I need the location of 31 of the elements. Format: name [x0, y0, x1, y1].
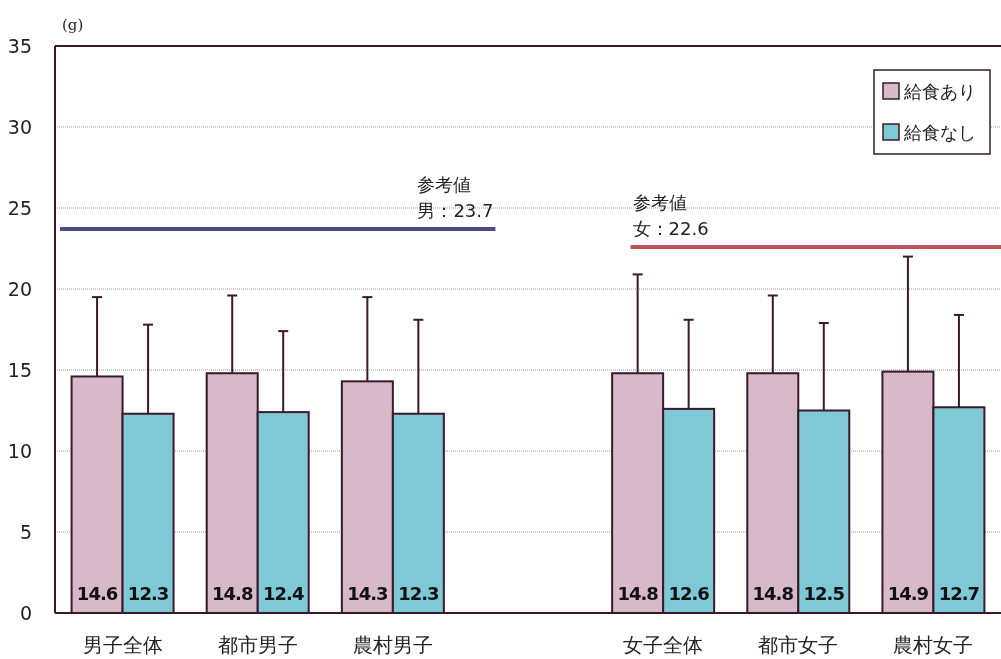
- data-label: 12.6: [668, 583, 710, 604]
- data-label: 14.8: [617, 583, 659, 604]
- legend-label: 給食あり: [903, 81, 976, 102]
- data-label: 14.9: [887, 583, 929, 604]
- data-label: 12.7: [938, 583, 980, 604]
- data-label: 14.8: [212, 583, 253, 604]
- x-tick-label: 女子全体: [623, 633, 704, 657]
- y-tick-label: 10: [7, 440, 32, 462]
- x-tick-label: 農村男子: [352, 633, 433, 657]
- x-tick-label: 都市男子: [217, 633, 298, 657]
- data-label: 12.4: [263, 583, 304, 604]
- y-tick-label: 30: [7, 116, 32, 138]
- legend-label: 給食なし: [903, 122, 976, 143]
- ref-line-label: 参考値女：22.6: [632, 191, 709, 239]
- data-label: 12.3: [398, 583, 440, 604]
- y-tick-label: 20: [7, 278, 32, 300]
- data-label: 14.6: [76, 583, 118, 604]
- ref-line-label: 参考値男：23.7: [417, 174, 494, 222]
- data-label: 14.8: [752, 583, 794, 604]
- data-label: 12.5: [803, 583, 845, 604]
- data-label: 14.3: [347, 583, 389, 604]
- x-tick-label: 都市女子: [758, 633, 839, 657]
- x-tick-label: 男子全体: [82, 633, 163, 657]
- y-axis-title: (g): [62, 16, 84, 34]
- x-tick-label: 農村女子: [893, 633, 974, 657]
- data-label: 12.3: [127, 583, 169, 604]
- y-tick-label: 0: [19, 602, 32, 624]
- y-tick-label: 25: [7, 197, 32, 219]
- y-tick-label: 5: [19, 521, 32, 543]
- y-tick-label: 35: [7, 35, 32, 57]
- y-tick-label: 15: [7, 359, 32, 381]
